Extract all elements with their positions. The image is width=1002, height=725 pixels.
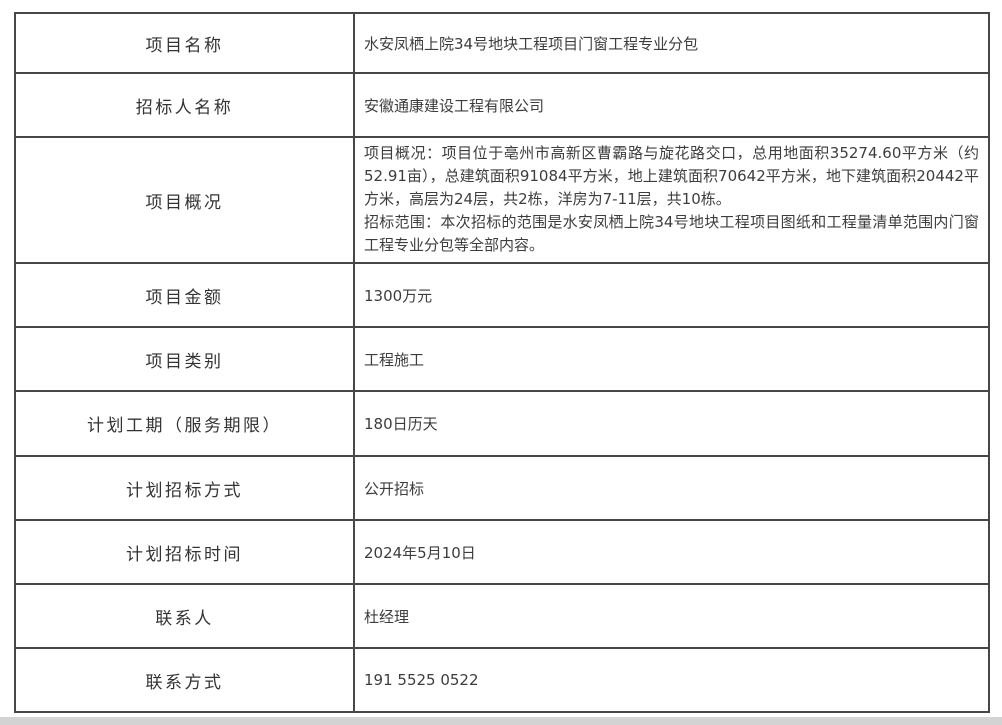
row-label-contact-person: 联系人	[16, 585, 355, 647]
table-row-bidding-time: 计划招标时间 2024年5月10日	[16, 521, 988, 585]
project-overview-paragraph-2: 招标范围：本次招标的范围是水安凤栖上院34号地块工程项目图纸和工程量清单范围内门…	[364, 213, 979, 254]
project-info-table: 项目名称 水安凤栖上院34号地块工程项目门窗工程专业分包 招标人名称 安徽通康建…	[14, 12, 990, 713]
row-value-project-amount: 1300万元	[364, 286, 433, 305]
row-label-contact-number: 联系方式	[16, 649, 355, 711]
page-bottom-strip	[0, 717, 1002, 725]
row-label-tenderer-name: 招标人名称	[16, 74, 355, 136]
row-value-project-overview: 项目概况：项目位于亳州市高新区曹霸路与旋花路交口，总用地面积35274.60平方…	[355, 138, 988, 262]
row-value-project-category: 工程施工	[364, 350, 425, 369]
table-row-project-category: 项目类别 工程施工	[16, 328, 988, 392]
row-label-planned-duration: 计划工期（服务期限）	[16, 392, 355, 455]
project-overview-paragraph-1: 项目概况：项目位于亳州市高新区曹霸路与旋花路交口，总用地面积35274.60平方…	[364, 144, 979, 208]
row-value-tenderer-name: 安徽通康建设工程有限公司	[364, 96, 545, 115]
row-label-project-name: 项目名称	[16, 14, 355, 72]
row-label-project-overview: 项目概况	[16, 138, 355, 262]
table-row-contact-person: 联系人 杜经理	[16, 585, 988, 649]
table-row-contact-number: 联系方式 191 5525 0522	[16, 649, 988, 711]
table-row-bidding-method: 计划招标方式 公开招标	[16, 457, 988, 521]
row-value-planned-duration: 180日历天	[364, 415, 438, 433]
table-row-tenderer-name: 招标人名称 安徽通康建设工程有限公司	[16, 74, 988, 138]
row-label-project-amount: 项目金额	[16, 264, 355, 326]
row-value-project-name: 水安凤栖上院34号地块工程项目门窗工程专业分包	[364, 34, 699, 53]
row-label-project-category: 项目类别	[16, 328, 355, 390]
row-value-contact-person: 杜经理	[364, 607, 410, 626]
table-row-project-amount: 项目金额 1300万元	[16, 264, 988, 328]
row-value-contact-number: 191 5525 0522	[364, 671, 479, 689]
table-row-planned-duration: 计划工期（服务期限） 180日历天	[16, 392, 988, 457]
row-value-bidding-time: 2024年5月10日	[364, 543, 476, 562]
table-row-project-name: 项目名称 水安凤栖上院34号地块工程项目门窗工程专业分包	[16, 14, 988, 74]
row-value-bidding-method: 公开招标	[364, 479, 425, 498]
table-row-project-overview: 项目概况 项目概况：项目位于亳州市高新区曹霸路与旋花路交口，总用地面积35274…	[16, 138, 988, 264]
row-label-bidding-time: 计划招标时间	[16, 521, 355, 583]
row-label-bidding-method: 计划招标方式	[16, 457, 355, 519]
